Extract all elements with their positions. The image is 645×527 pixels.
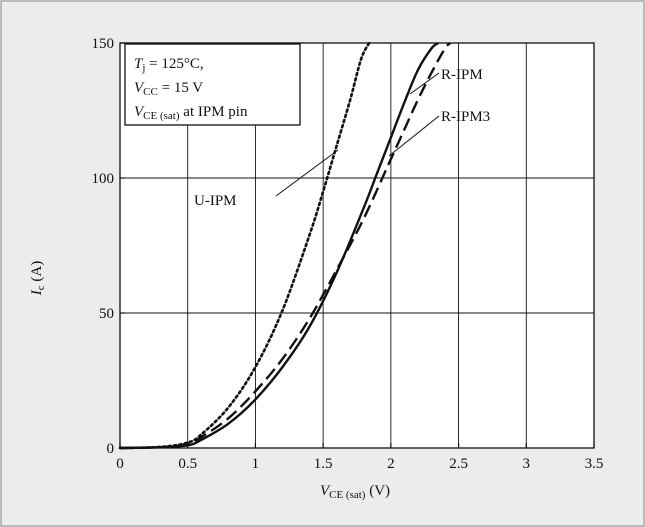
conditions-box: Tj = 125°C, VCC = 15 V VCE (sat) at IPM … bbox=[124, 43, 301, 126]
series-line-r-ipm bbox=[119, 41, 440, 450]
x-axis-title: VCE (sat) (V) bbox=[320, 483, 390, 501]
series-label-u-ipm: U-IPM bbox=[194, 193, 237, 209]
y-tick-label: 50 bbox=[99, 306, 114, 322]
condition-vcc: VCC = 15 V bbox=[134, 80, 203, 98]
series-label-r-ipm3: R-IPM3 bbox=[441, 109, 490, 125]
leader-line-u-ipm bbox=[275, 149, 339, 197]
grid-lines bbox=[120, 43, 594, 448]
y-axis-title: Ic (A) bbox=[29, 261, 47, 296]
leader-line-r-ipm bbox=[409, 72, 440, 95]
series-layer bbox=[118, 41, 452, 450]
x-tick-label: 3 bbox=[523, 456, 531, 472]
tick-labels: 0 0.5 1 1.5 2 2.5 3 3.5 0 50 100 150 bbox=[92, 36, 604, 472]
y-tick-label: 0 bbox=[107, 441, 115, 457]
condition-vce-measure: VCE (sat) at IPM pin bbox=[134, 104, 248, 122]
x-tick-label: 1.5 bbox=[314, 456, 333, 472]
axes bbox=[119, 42, 595, 449]
y-tick-label: 150 bbox=[92, 36, 115, 52]
y-tick-label: 100 bbox=[92, 171, 115, 187]
leader-line-r-ipm3 bbox=[388, 115, 440, 157]
x-tick-label: 3.5 bbox=[585, 456, 604, 472]
series-line-u-ipm bbox=[118, 41, 371, 450]
axes-frame bbox=[119, 42, 595, 449]
x-tick-label: 0.5 bbox=[178, 456, 197, 472]
x-tick-label: 2 bbox=[387, 456, 395, 472]
condition-junction-temp: Tj = 125°C, bbox=[134, 56, 204, 74]
annotations: U-IPM R-IPM R-IPM3 bbox=[194, 67, 490, 209]
series-label-r-ipm: R-IPM bbox=[441, 67, 483, 83]
series-line-r-ipm3 bbox=[119, 42, 452, 450]
conditions-box-frame bbox=[124, 43, 301, 126]
x-tick-label: 1 bbox=[252, 456, 260, 472]
x-tick-label: 2.5 bbox=[449, 456, 468, 472]
x-tick-label: 0 bbox=[116, 456, 124, 472]
